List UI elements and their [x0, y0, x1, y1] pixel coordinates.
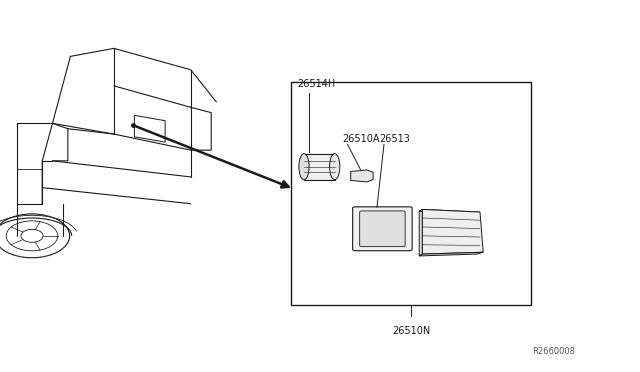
- Text: 26514H: 26514H: [298, 79, 336, 89]
- FancyBboxPatch shape: [353, 207, 412, 251]
- Polygon shape: [419, 209, 480, 214]
- Polygon shape: [419, 209, 422, 256]
- Ellipse shape: [299, 154, 309, 180]
- Polygon shape: [419, 252, 483, 256]
- Polygon shape: [422, 209, 483, 254]
- Bar: [304, 154, 335, 180]
- Bar: [291, 82, 531, 305]
- FancyBboxPatch shape: [360, 211, 405, 247]
- Text: R2660008: R2660008: [532, 347, 575, 356]
- Text: 26510N: 26510N: [392, 326, 430, 336]
- Polygon shape: [351, 170, 373, 182]
- Text: 26513: 26513: [380, 134, 410, 144]
- Ellipse shape: [330, 154, 340, 180]
- Text: 26510A: 26510A: [342, 134, 380, 144]
